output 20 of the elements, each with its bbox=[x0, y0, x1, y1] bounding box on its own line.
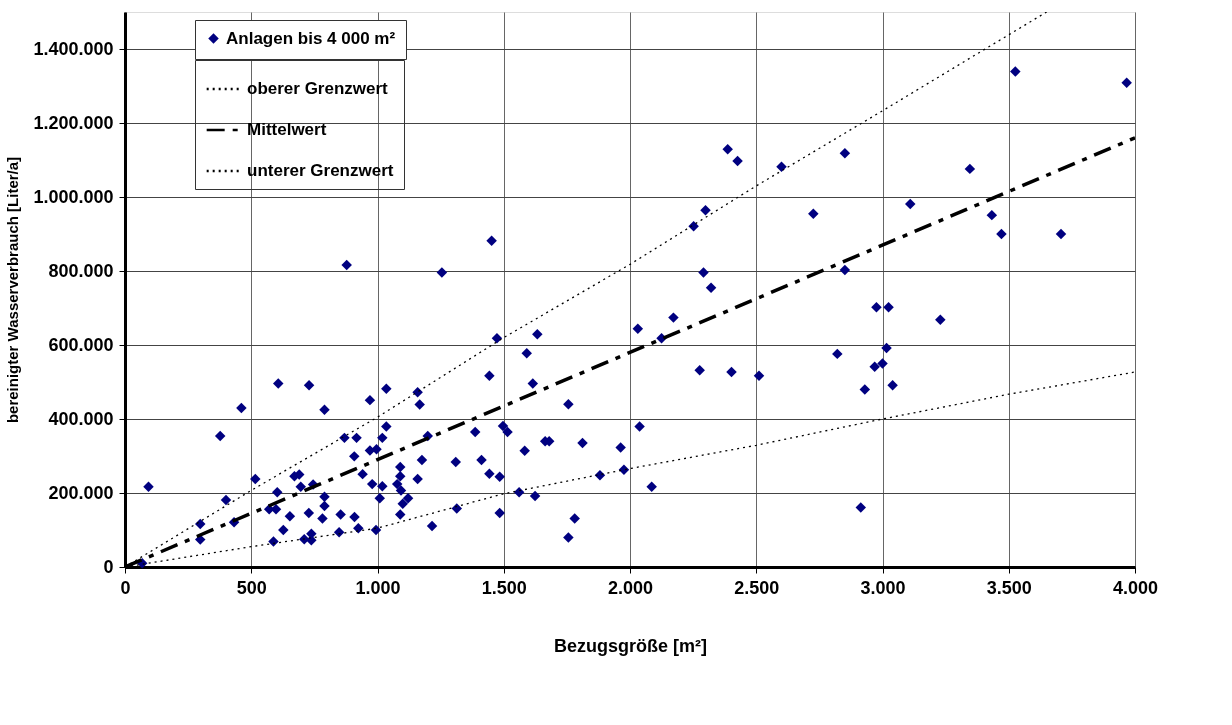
y-tick-label: 1.000.000 bbox=[33, 186, 114, 207]
x-axis-title: Bezugsgröße [m²] bbox=[554, 635, 707, 656]
x-tick-label: 500 bbox=[236, 577, 267, 598]
y-tick-label: 0 bbox=[103, 556, 114, 577]
y-tick-label: 200.000 bbox=[48, 482, 114, 503]
legend-label: Anlagen bis 4 000 m² bbox=[226, 28, 396, 48]
x-tick-label: 1.500 bbox=[481, 577, 527, 598]
y-tick-label: 1.200.000 bbox=[33, 112, 114, 133]
y-tick-label: 600.000 bbox=[48, 334, 114, 355]
x-tick-label: 2.000 bbox=[607, 577, 654, 598]
x-tick-label: 0 bbox=[120, 577, 131, 598]
y-tick-label: 800.000 bbox=[48, 260, 114, 281]
x-tick-label: 3.500 bbox=[986, 577, 1032, 598]
y-tick-label: 1.400.000 bbox=[33, 38, 114, 59]
y-axis-title: bereinigter Wasserverbrauch [Liter/a] bbox=[4, 156, 22, 424]
y-tick-label: 400.000 bbox=[48, 408, 114, 429]
x-tick-label: 1.000 bbox=[355, 577, 401, 598]
x-tick-label: 4.000 bbox=[1112, 577, 1159, 598]
x-tick-label: 2.500 bbox=[734, 577, 780, 598]
x-tick-label: 3.000 bbox=[860, 577, 906, 598]
